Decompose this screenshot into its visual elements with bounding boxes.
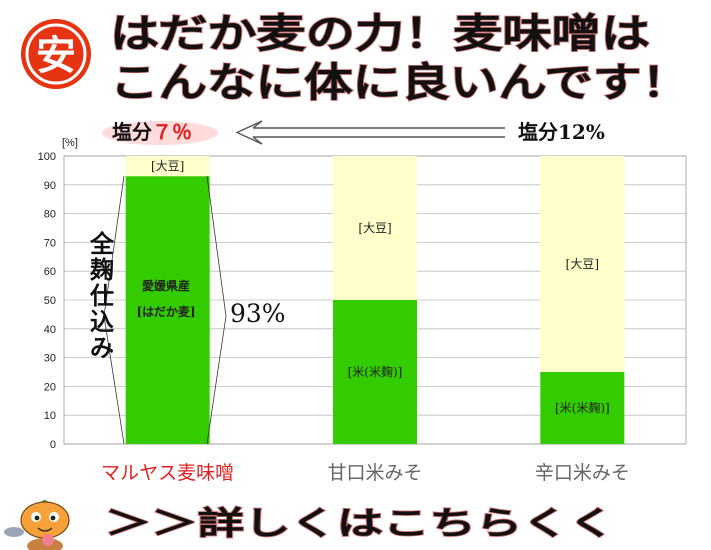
segment-label: [大豆]: [151, 159, 184, 173]
left-arrow-icon: [235, 120, 505, 145]
bar-segment: [540, 372, 625, 444]
koji-note-char: 全: [89, 229, 115, 258]
yasu-badge-icon: 安: [21, 19, 91, 89]
y-axis-ticks: 0 10 20 30 40 50 60 70 80 90 100: [38, 151, 56, 451]
bracket-lines: [103, 175, 227, 445]
segment-labels: [大豆] [米(米麹)] [大豆] [米(米麹)] [大豆]: [151, 159, 610, 415]
x-category-label: 辛口米みそ: [535, 462, 630, 484]
y-tick-label: 50: [44, 295, 56, 307]
y-tick-label: 0: [50, 439, 56, 451]
y-tick-label: 40: [44, 324, 56, 336]
x-category-label: 甘口米みそ: [327, 462, 422, 484]
koji-note-char: み: [90, 333, 114, 362]
salt-left-value: ７％: [152, 120, 192, 144]
bar-inner-label-1: 愛媛県産: [142, 278, 190, 293]
segment-label: [大豆]: [358, 221, 391, 235]
segment-label: [米(米麹)]: [555, 400, 610, 415]
mascot-icon[interactable]: [4, 500, 70, 550]
koji-note-char: 麹: [89, 255, 114, 284]
y-tick-label: 80: [44, 209, 56, 221]
y-tick-label: 100: [38, 151, 56, 163]
svg-text:塩分７％: 塩分７％: [112, 120, 192, 144]
y-tick-label: 30: [44, 353, 56, 365]
badge-char: 安: [36, 33, 76, 79]
segment-label: [大豆]: [566, 257, 599, 271]
bar-inner-label-2: [はだか麦]: [136, 304, 195, 319]
bar-segment: [333, 300, 417, 444]
bars: [125, 156, 625, 444]
salt-comparison: 塩分７％ 塩分12%: [102, 120, 605, 145]
segment-label: [米(米麹)]: [348, 364, 403, 379]
x-category-label: マルヤス麦味噌: [101, 462, 234, 484]
bar-segment: [125, 176, 210, 444]
salt-right-label: 塩分12%: [518, 120, 605, 144]
y-tick-label: 90: [44, 180, 56, 192]
koji-note-char: 仕: [89, 281, 114, 310]
bar-segment: [540, 156, 625, 372]
footer: ＞＞詳しくはこちらくく: [4, 500, 616, 550]
headline-line2: こんなに体に良いんです！: [110, 59, 690, 106]
koji-percent: 93%: [230, 299, 286, 328]
y-tick-label: 20: [44, 381, 56, 393]
bar-segment: [333, 156, 417, 300]
bar-segment: [125, 156, 210, 177]
y-axis-unit: [%]: [62, 137, 78, 149]
details-link[interactable]: ＞＞詳しくはこちらくく: [104, 503, 616, 543]
koji-note-char: 込: [90, 307, 114, 336]
y-tick-label: 70: [44, 237, 56, 249]
headline: 安 はだか麦の力！麦味噌は こんなに体に良いんです！: [21, 9, 691, 107]
y-tick-label: 10: [44, 410, 56, 422]
x-axis-labels: マルヤス麦味噌 甘口米みそ 辛口米みそ: [101, 462, 630, 484]
y-tick-label: 60: [44, 266, 56, 278]
salt-left-label: 塩分: [112, 120, 152, 144]
headline-line1: はだか麦の力！麦味噌は: [110, 10, 650, 57]
